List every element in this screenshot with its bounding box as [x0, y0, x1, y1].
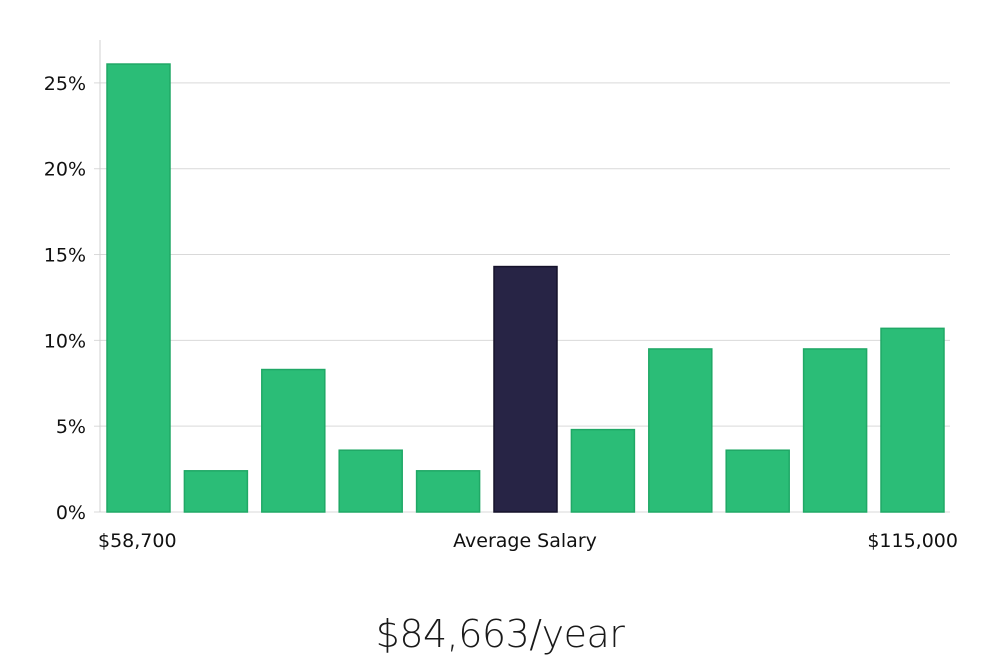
x-axis-max-label: $115,000	[867, 530, 958, 552]
average-salary-value: $84,663/year	[375, 612, 625, 656]
bar	[880, 327, 945, 513]
bar	[648, 348, 713, 513]
bar	[725, 449, 790, 513]
x-axis-min-label: $58,700	[98, 530, 177, 552]
y-tick-label: 15%	[44, 245, 86, 267]
y-tick-label: 5%	[56, 416, 86, 438]
bar-average-salary	[493, 265, 558, 513]
y-tick-label: 10%	[44, 330, 86, 352]
y-tick-label: 25%	[44, 73, 86, 95]
bar	[570, 428, 636, 513]
bar	[802, 348, 868, 513]
x-axis-title: Average Salary	[453, 530, 597, 552]
bar	[261, 368, 326, 513]
chart-bars	[106, 63, 945, 513]
bar	[415, 470, 481, 513]
y-tick-label: 0%	[56, 502, 86, 524]
y-tick-label: 20%	[44, 159, 86, 181]
bar	[183, 470, 249, 513]
bar	[338, 449, 403, 513]
bar	[106, 63, 171, 513]
y-axis-tick-labels: 0% 5% 10% 15% 20% 25%	[44, 73, 86, 524]
